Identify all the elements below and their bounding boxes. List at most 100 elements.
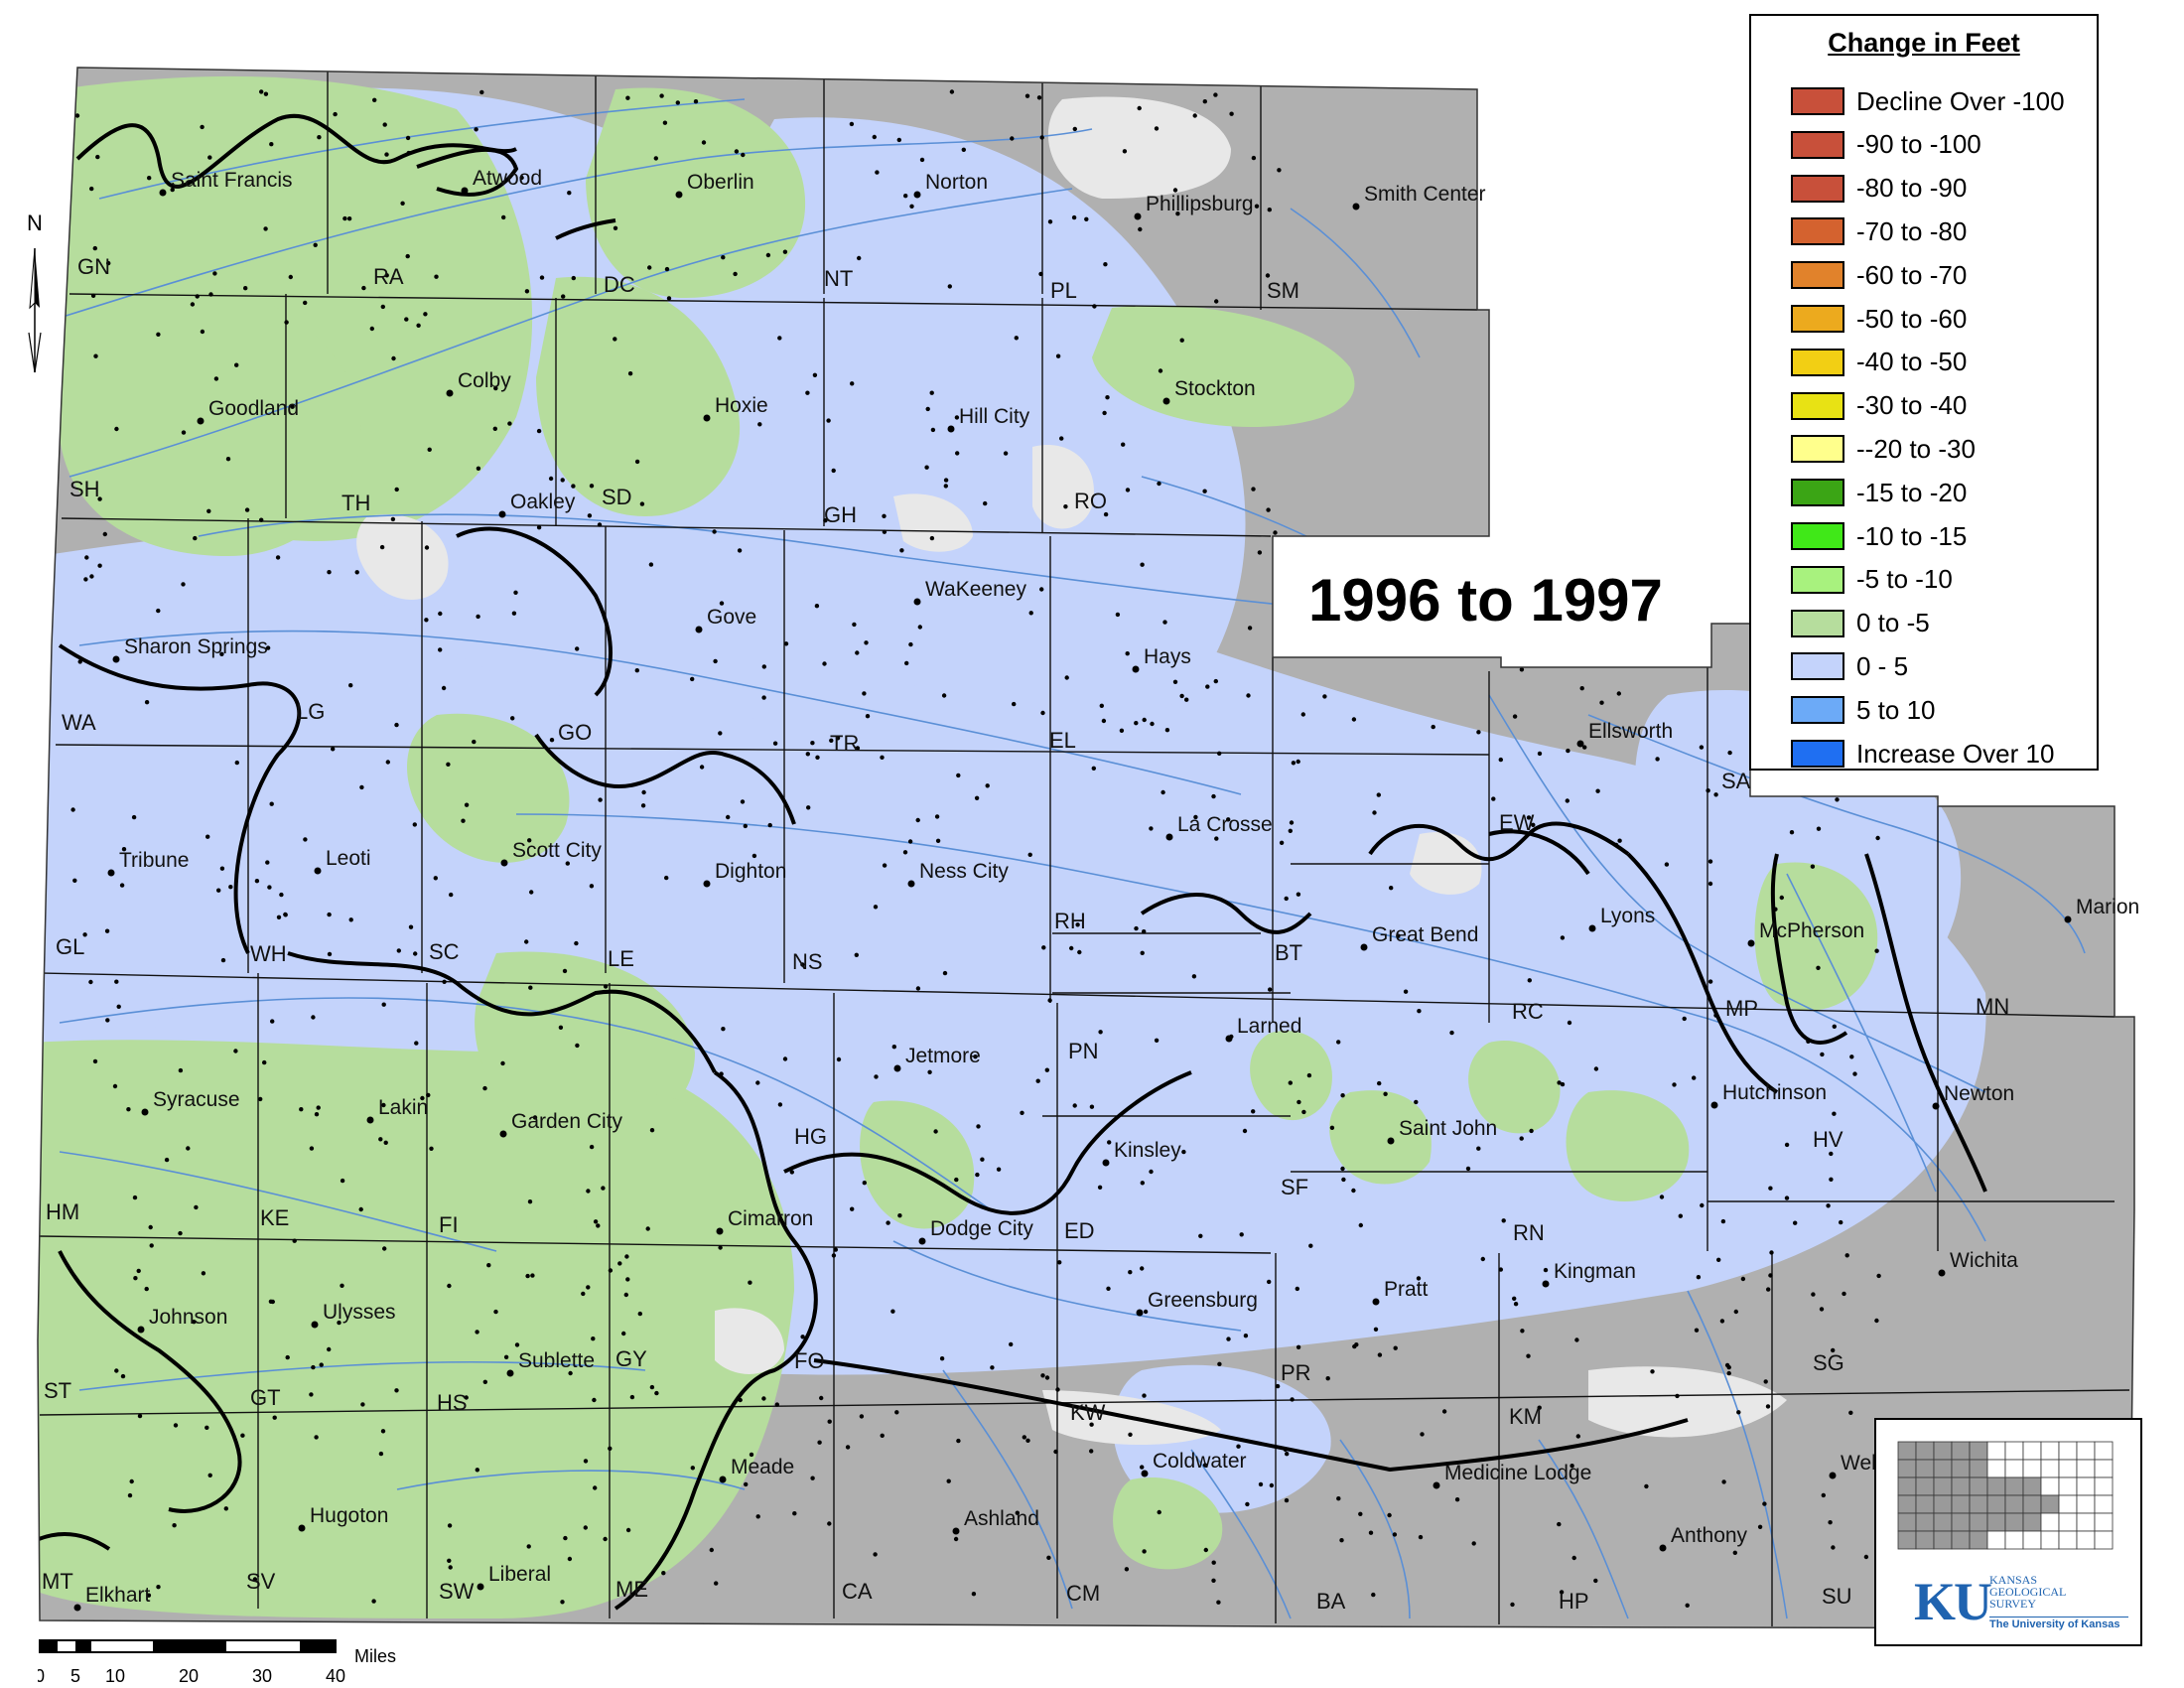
well-point xyxy=(1839,1219,1843,1225)
city-dot xyxy=(716,1227,724,1235)
inset-county xyxy=(1951,1477,1971,1496)
well-point xyxy=(880,1433,885,1439)
well-point xyxy=(562,968,568,974)
city-label: Greensburg xyxy=(1148,1289,1258,1312)
county-label: ST xyxy=(44,1378,71,1403)
well-point xyxy=(890,1309,895,1314)
well-point xyxy=(1498,757,1504,763)
city-label: Goodland xyxy=(208,397,299,420)
well-point xyxy=(1075,922,1080,927)
city-label: Larned xyxy=(1237,1015,1301,1038)
city-dot xyxy=(907,880,915,888)
aquifer-boundary-segment xyxy=(813,1358,1689,1473)
well-point xyxy=(420,1095,425,1101)
well-point xyxy=(1505,535,1510,540)
well-point xyxy=(1736,1410,1741,1415)
well-point xyxy=(216,888,221,893)
county-line xyxy=(39,1235,1272,1254)
well-point xyxy=(1046,1555,1051,1561)
well-point xyxy=(774,1402,779,1407)
map-title: 1996 to 1997 xyxy=(1308,567,1663,633)
well-point xyxy=(433,876,438,881)
well-point xyxy=(1829,1151,1834,1157)
well-point xyxy=(303,837,308,842)
well-point xyxy=(1134,721,1139,726)
well-point xyxy=(1268,987,1273,992)
well-point xyxy=(1739,583,1744,588)
well-point xyxy=(219,866,225,871)
well-point xyxy=(1741,554,1746,559)
well-point xyxy=(815,755,820,760)
well-point xyxy=(479,89,484,95)
inset-county xyxy=(2040,1512,2060,1532)
well-point xyxy=(1716,1257,1721,1263)
well-point xyxy=(1519,1136,1524,1141)
well-point xyxy=(1769,1250,1774,1255)
inset-county xyxy=(1951,1459,1971,1478)
well-point xyxy=(897,1213,902,1218)
inset-county xyxy=(1986,1512,2006,1532)
well-point xyxy=(583,1525,588,1530)
well-point xyxy=(213,376,219,381)
inset-county xyxy=(1951,1512,1971,1532)
city-dot xyxy=(1162,397,1170,405)
inset-county xyxy=(2040,1441,2060,1461)
city-label: Saint John xyxy=(1399,1117,1497,1140)
county-label: GY xyxy=(615,1346,647,1371)
well-point xyxy=(1014,336,1019,341)
zone-0-to-minus-5-area xyxy=(407,713,570,863)
well-point xyxy=(1526,1353,1531,1358)
well-point xyxy=(757,422,762,427)
well-point xyxy=(874,1074,879,1079)
well-point xyxy=(476,466,481,471)
city-label: Sharon Springs xyxy=(124,635,268,658)
city-dot xyxy=(703,414,711,422)
legend-swatch xyxy=(1791,479,1844,507)
well-point xyxy=(1258,1481,1264,1487)
well-point xyxy=(1138,226,1143,232)
river xyxy=(396,1470,746,1490)
inset-county xyxy=(1951,1441,1971,1461)
well-point xyxy=(942,970,948,976)
well-point xyxy=(1393,1345,1398,1350)
well-point xyxy=(748,1280,752,1285)
well-point xyxy=(1529,1128,1534,1134)
well-point xyxy=(1009,1341,1014,1347)
well-point xyxy=(129,1478,134,1484)
well-point xyxy=(924,465,929,470)
county-label: SM xyxy=(1267,278,1299,303)
well-point xyxy=(592,1397,597,1403)
well-point xyxy=(1527,978,1533,983)
well-point xyxy=(1659,1195,1665,1199)
city-dot xyxy=(1829,1472,1837,1479)
city-label: Cimarron xyxy=(728,1207,813,1230)
river xyxy=(1687,1290,1788,1619)
city-label: Hugoton xyxy=(310,1504,388,1527)
zone-0-to-minus-5-area xyxy=(1113,1477,1223,1570)
legend-item: -90 to -100 xyxy=(1791,129,1981,161)
well-point xyxy=(369,326,374,332)
legend-label: 5 to 10 xyxy=(1856,694,1936,725)
legend-item: Increase Over 10 xyxy=(1791,738,2054,770)
well-point xyxy=(782,249,788,254)
well-point xyxy=(563,1535,568,1541)
ku-university-name: The University of Kansas xyxy=(1989,1617,2128,1630)
well-point xyxy=(1266,507,1271,512)
well-point xyxy=(1732,1550,1738,1556)
river xyxy=(198,513,1292,607)
well-point xyxy=(961,147,966,152)
well-point xyxy=(831,1253,837,1258)
well-point xyxy=(549,738,555,743)
well-point xyxy=(1102,410,1107,416)
inset-county xyxy=(1933,1459,1953,1478)
well-point xyxy=(1707,859,1713,864)
well-point xyxy=(1713,792,1718,797)
well-point xyxy=(882,529,887,534)
well-point xyxy=(1727,750,1732,756)
aquifer-boundary-segment xyxy=(534,733,796,825)
well-point xyxy=(1267,1279,1272,1285)
zone-0-to-5-area xyxy=(736,117,1246,723)
well-point xyxy=(147,176,152,181)
legend-label: -5 to -10 xyxy=(1856,564,1953,595)
well-point xyxy=(1678,1213,1684,1218)
